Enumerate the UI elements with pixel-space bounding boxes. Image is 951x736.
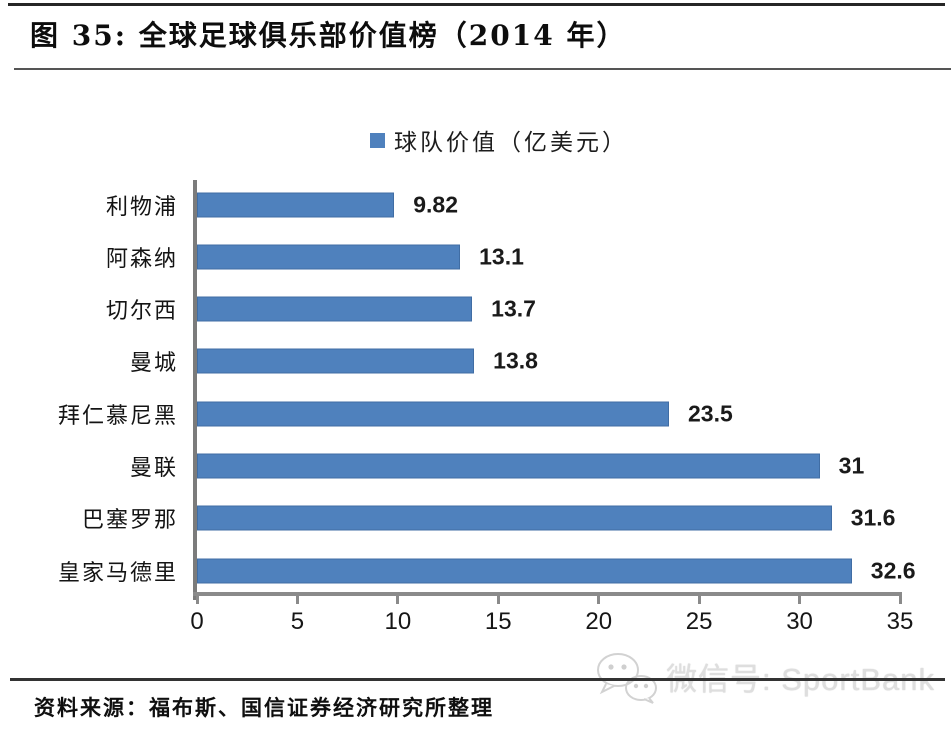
bar <box>197 401 669 427</box>
bar <box>197 296 473 322</box>
bar <box>197 505 832 531</box>
x-tick-label: 10 <box>384 608 412 635</box>
source-note: 资料来源：福布斯、国信证券经济研究所整理 <box>34 695 494 720</box>
x-axis-tick <box>295 594 299 604</box>
value-label: 9.82 <box>413 191 458 217</box>
x-axis-tick <box>697 594 701 604</box>
watermark-text: 微信号: SportBank <box>666 661 935 697</box>
x-axis-line <box>193 592 902 596</box>
x-axis-tick <box>195 594 199 604</box>
category-label: 拜仁慕尼黑 <box>57 403 178 429</box>
x-tick-label: 20 <box>585 608 613 635</box>
category-label: 皇家马德里 <box>57 560 178 586</box>
chart-row: 切尔西 13.7 <box>0 283 951 336</box>
bar <box>197 558 852 584</box>
chart-row: 曼城 13.8 <box>0 335 951 388</box>
bar <box>197 244 461 270</box>
y-axis-line <box>193 180 197 600</box>
x-axis-tick <box>496 594 500 604</box>
value-label: 13.1 <box>479 243 524 270</box>
bar <box>197 192 395 217</box>
x-axis-tick <box>396 594 400 604</box>
x-tick-label: 25 <box>685 608 713 635</box>
bottom-rule <box>10 678 945 681</box>
legend-label: 球队价值（亿美元） <box>394 130 628 156</box>
x-tick-label: 35 <box>886 608 914 635</box>
x-tick-label: 15 <box>484 608 512 635</box>
value-label: 13.8 <box>493 347 538 374</box>
value-label: 13.7 <box>491 295 536 322</box>
category-label: 曼城 <box>129 351 178 377</box>
category-label: 切尔西 <box>105 299 178 325</box>
chart-row: 巴塞罗那 31.6 <box>0 492 951 545</box>
x-tick-label: 5 <box>290 608 305 635</box>
category-label: 巴塞罗那 <box>81 508 178 534</box>
value-label: 31 <box>838 452 865 479</box>
category-label: 阿森纳 <box>105 246 178 272</box>
chart-row: 阿森纳 13.1 <box>0 230 951 283</box>
chart-row: 拜仁慕尼黑 23.5 <box>0 387 951 440</box>
figure-title: 图 35: 全球足球俱乐部价值榜（2014 年） <box>30 19 627 52</box>
value-label: 32.6 <box>870 557 916 584</box>
value-label: 23.5 <box>688 400 733 427</box>
x-axis-tick <box>597 594 601 604</box>
title-divider <box>14 68 951 70</box>
x-tick-label: 0 <box>190 608 204 635</box>
top-rule <box>8 3 945 6</box>
bar <box>197 348 475 374</box>
x-axis-tick <box>798 594 802 604</box>
wechat-icon <box>597 653 657 704</box>
category-label: 曼联 <box>129 456 178 481</box>
chart-row: 曼联 31 <box>0 440 951 493</box>
legend-swatch <box>370 132 385 148</box>
chart-row: 利物浦 9.82 <box>0 178 951 231</box>
chart-legend: 球队价值（亿美元） <box>370 123 628 157</box>
value-label: 31.6 <box>850 504 896 531</box>
x-axis-tick <box>898 594 902 604</box>
bar <box>197 453 820 479</box>
chart-row: 皇家马德里 32.6 <box>0 544 951 597</box>
watermark: 微信号: SportBank <box>594 648 935 704</box>
category-label: 利物浦 <box>105 194 178 220</box>
x-tick-label: 30 <box>786 608 813 635</box>
bar-chart: 利物浦 9.82 阿森纳 13.1 切尔西 13.7 曼城 13.8 拜仁慕尼黑 23.5 曼联 31… <box>0 178 951 653</box>
